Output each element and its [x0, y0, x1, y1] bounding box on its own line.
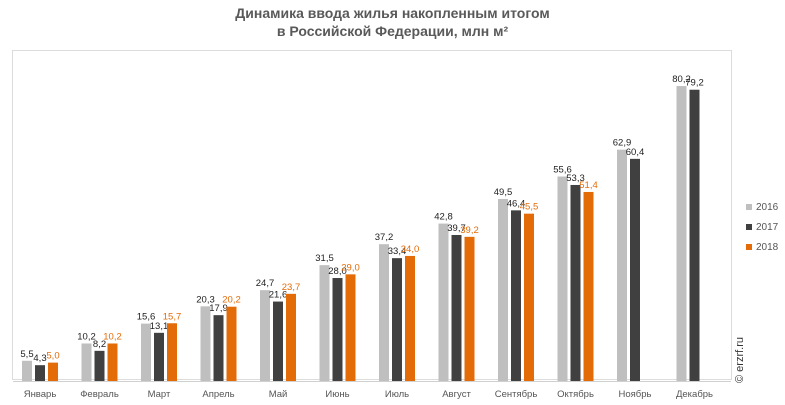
- data-label-2017-8: 39,7: [447, 223, 466, 234]
- bar-2016-5: [260, 290, 270, 381]
- bar-2017-9: [511, 210, 521, 381]
- bar-2017-8: [451, 234, 462, 381]
- data-label-2017-2: 8,2: [93, 339, 106, 350]
- bar-2017-4: [213, 315, 224, 381]
- bar-2016-6: [319, 265, 330, 381]
- bar-2018-3: [167, 323, 177, 381]
- bar-2016-8: [438, 223, 449, 381]
- data-label-2016-9: 49,5: [494, 187, 513, 198]
- data-label-2016-2: 10,2: [77, 331, 96, 342]
- data-label-2018-10: 51,4: [579, 180, 598, 191]
- x-tick-label-12: Декабрь: [676, 389, 713, 400]
- bar-2018-2: [107, 343, 118, 381]
- x-tick-label-2: Февраль: [80, 389, 119, 400]
- bar-2018-6: [345, 274, 356, 381]
- chart-title-line-1: Динамика ввода жилья накопленным итогом: [235, 5, 550, 21]
- data-label-2018-4: 20,2: [222, 295, 241, 306]
- chart-title: Динамика ввода жилья накопленным итогом …: [0, 4, 785, 40]
- bar-2017-5: [273, 301, 283, 381]
- chart-title-line-2: в Российской Федерации, млн м²: [276, 23, 509, 39]
- plot-area: [12, 50, 732, 380]
- x-tick-label-10: Октябрь: [557, 389, 594, 400]
- bar-2016-12: [676, 86, 687, 381]
- data-label-2016-11: 62,9: [613, 138, 632, 149]
- data-label-2018-9: 45,5: [520, 202, 539, 213]
- data-label-2018-3: 15,7: [163, 311, 182, 322]
- data-label-2017-5: 21,6: [269, 290, 288, 301]
- data-label-2018-7: 34,0: [401, 244, 420, 255]
- bar-2016-3: [141, 323, 151, 381]
- x-tick-label-5: Май: [269, 389, 288, 400]
- data-label-2017-10: 53,3: [566, 173, 585, 184]
- data-label-2016-5: 24,7: [256, 278, 275, 289]
- data-label-2017-11: 60,4: [626, 147, 645, 158]
- chart-legend: 2016 2017 2018: [746, 197, 778, 257]
- legend-item-2016: 2016: [746, 197, 778, 217]
- data-label-2016-6: 31,5: [315, 253, 334, 264]
- bar-2016-9: [498, 198, 508, 381]
- data-label-2017-7: 33,4: [388, 246, 407, 257]
- legend-label-2018: 2018: [756, 241, 779, 253]
- legend-swatch-2016: [746, 204, 752, 210]
- bar-2017-10: [570, 184, 581, 381]
- data-label-2017-6: 28,0: [328, 266, 347, 277]
- bar-2017-2: [94, 350, 105, 381]
- x-tick-label-8: Август: [442, 389, 471, 400]
- legend-swatch-2017: [746, 224, 752, 230]
- legend-label-2016: 2016: [756, 201, 779, 213]
- data-label-2017-1: 4,3: [33, 353, 46, 364]
- bar-2016-1: [22, 360, 32, 381]
- data-label-2017-9: 46,4: [507, 198, 526, 209]
- data-label-2018-6: 29,0: [341, 262, 360, 273]
- x-tick-label-1: Январь: [24, 389, 57, 400]
- bar-2016-7: [379, 244, 389, 381]
- bar-2017-6: [332, 278, 343, 381]
- data-label-2017-12: 79,2: [685, 78, 704, 89]
- x-tick-label-7: Июль: [385, 389, 409, 400]
- data-label-2018-1: 5,0: [46, 351, 59, 362]
- legend-swatch-2018: [746, 244, 752, 250]
- bar-2016-10: [557, 176, 568, 381]
- bar-2017-3: [154, 332, 164, 381]
- data-label-2016-3: 15,6: [137, 312, 156, 323]
- data-label-2016-10: 55,6: [553, 165, 572, 176]
- data-label-2016-12: 80,2: [672, 74, 691, 85]
- data-label-2018-2: 10,2: [103, 331, 122, 342]
- data-label-2017-3: 13,1: [150, 321, 169, 332]
- bar-2018-7: [405, 255, 415, 381]
- bar-2017-7: [392, 258, 402, 381]
- x-tick-label-4: Апрель: [202, 389, 234, 400]
- x-tick-label-9: Сентябрь: [495, 389, 538, 400]
- bar-2016-4: [200, 306, 211, 381]
- data-label-2017-4: 17,9: [209, 303, 228, 314]
- x-tick-label-3: Март: [148, 389, 171, 400]
- bar-2017-12: [689, 89, 700, 381]
- bar-2016-11: [617, 149, 627, 381]
- bar-2018-9: [524, 213, 534, 381]
- bar-2018-4: [226, 306, 237, 381]
- data-label-2016-8: 42,8: [434, 212, 453, 223]
- watermark: © erzrf.ru: [734, 337, 746, 383]
- bar-2016-2: [81, 343, 92, 381]
- data-label-2016-1: 5,5: [20, 349, 33, 360]
- legend-item-2017: 2017: [746, 217, 778, 237]
- legend-label-2017: 2017: [756, 221, 779, 233]
- bar-2018-10: [583, 191, 594, 381]
- data-label-2018-5: 23,7: [282, 282, 301, 293]
- bar-2018-1: [48, 362, 58, 381]
- bar-2018-8: [464, 236, 475, 381]
- data-label-2016-4: 20,3: [196, 294, 215, 305]
- data-label-2016-7: 37,2: [375, 232, 394, 243]
- data-label-2018-8: 39,2: [460, 225, 479, 236]
- legend-item-2018: 2018: [746, 237, 778, 257]
- x-tick-label-11: Ноябрь: [619, 389, 652, 400]
- bar-2017-11: [630, 158, 640, 381]
- bar-2017-1: [35, 365, 45, 381]
- bar-2018-5: [286, 293, 296, 381]
- x-tick-label-6: Июнь: [325, 389, 349, 400]
